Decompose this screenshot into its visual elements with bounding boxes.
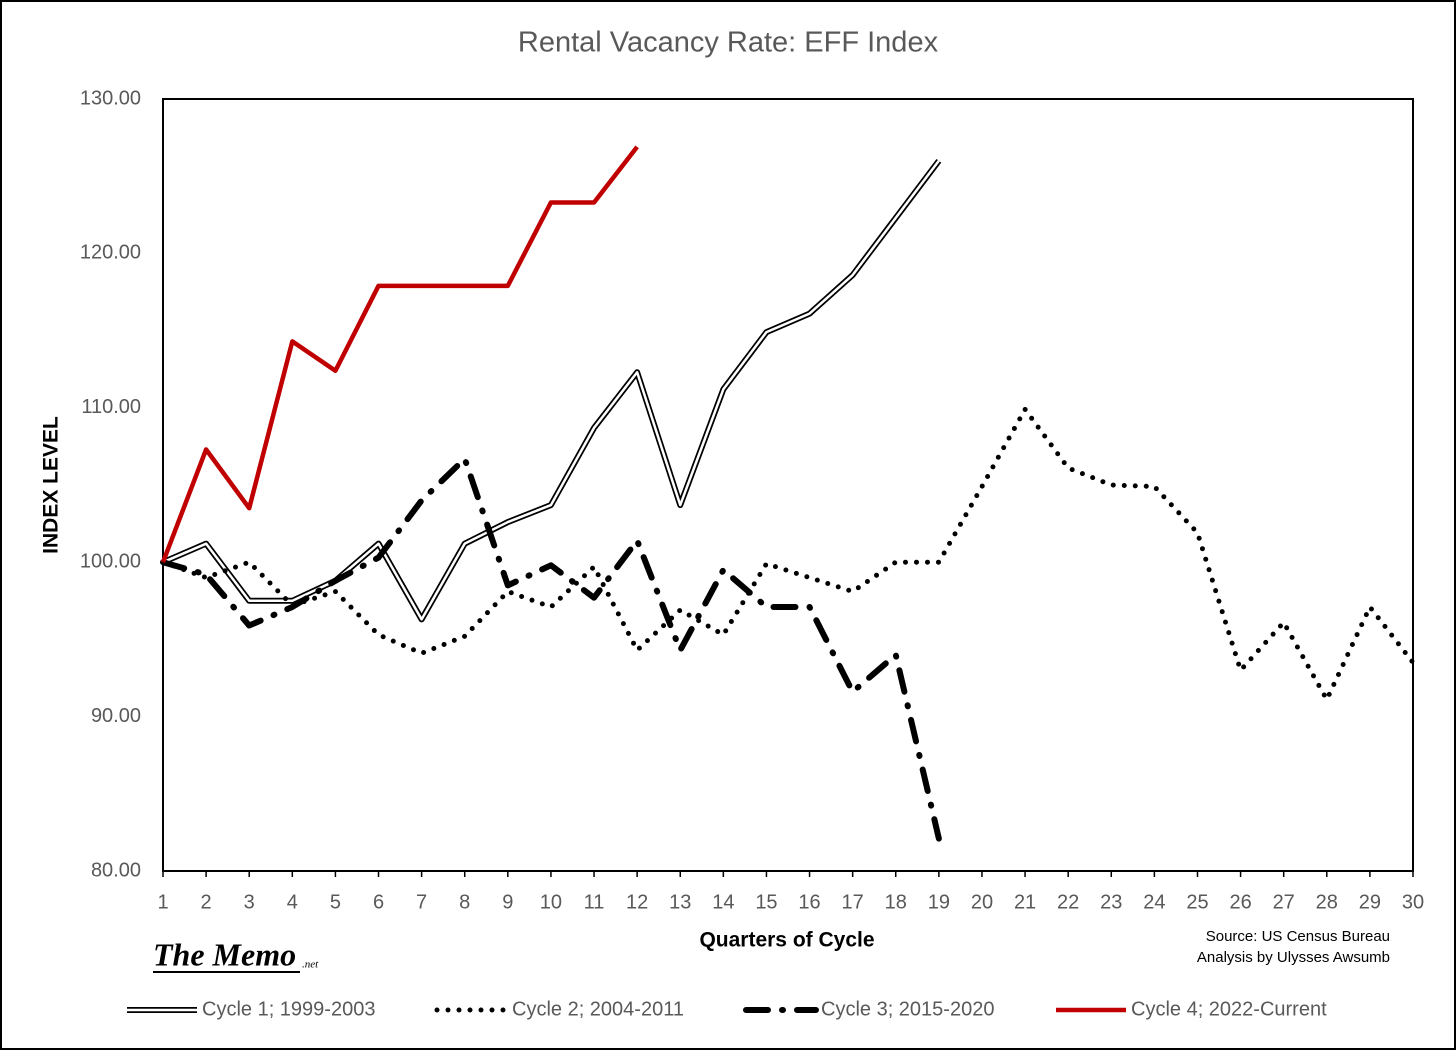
y-tick-label: 90.00 [91, 705, 141, 727]
x-tick-label: 23 [1100, 891, 1122, 913]
y-tick-label: 110.00 [81, 396, 141, 418]
y-tick-label: 120.00 [80, 242, 141, 264]
x-tick-label: 11 [584, 891, 605, 913]
x-tick-label: 3 [244, 891, 255, 913]
x-tick-label: 9 [502, 891, 513, 913]
legend-label: Cycle 3; 2015-2020 [821, 998, 994, 1020]
x-tick-label: 6 [373, 891, 384, 913]
x-tick-label: 16 [798, 891, 820, 913]
line [160, 145, 639, 564]
plot-area [162, 98, 1414, 872]
x-tick-label: 19 [928, 891, 950, 913]
x-tick-label: 4 [287, 891, 298, 913]
x-tick-label: 5 [330, 891, 341, 913]
x-tick-label: 22 [1057, 891, 1079, 913]
y-tick-label: 100.00 [80, 550, 141, 572]
x-tick-label: 21 [1014, 891, 1036, 913]
x-tick-label: 15 [755, 891, 777, 913]
line-inner [162, 160, 940, 621]
x-tick-label: 8 [459, 891, 470, 913]
x-tick-label: 27 [1273, 891, 1295, 913]
x-tick-label: 14 [712, 891, 734, 913]
line [160, 455, 942, 842]
x-tick-label: 20 [971, 891, 993, 913]
x-tick-label: 2 [201, 891, 212, 913]
chart-title: Rental Vacancy Rate: EFF Index [518, 27, 939, 59]
x-tick-label: 7 [416, 891, 427, 913]
x-tick-label: 29 [1359, 891, 1381, 913]
source: Analysis by Ulysses Awsumb [1197, 949, 1390, 966]
logo: The Memo [153, 936, 296, 972]
x-tick-label: 26 [1229, 891, 1251, 913]
x-tick-label: 12 [626, 891, 648, 913]
line [160, 406, 1416, 703]
x-tick-label: 13 [669, 891, 691, 913]
legend-label: Cycle 2; 2004-2011 [512, 998, 684, 1020]
x-tick-label: 18 [885, 891, 907, 913]
x-tick-label: 28 [1316, 891, 1338, 913]
source: Source: US Census Bureau [1206, 928, 1390, 945]
legend-label: Cycle 1; 1999-2003 [202, 998, 375, 1020]
x-axis-title: Quarters of Cycle [699, 929, 874, 952]
y-axis-title: INDEX LEVEL [40, 416, 63, 554]
x-tick-label: 17 [842, 891, 864, 913]
x-tick-label: 24 [1143, 891, 1165, 913]
y-tick-label: 130.00 [80, 87, 141, 109]
x-tick-label: 30 [1402, 891, 1424, 913]
x-tick-label: 25 [1186, 891, 1208, 913]
y-tick-label: 80.00 [91, 859, 141, 881]
legend-label: Cycle 4; 2022-Current [1131, 998, 1327, 1020]
x-tick-label: 1 [157, 891, 168, 913]
logo-suffix: .net [302, 959, 319, 971]
x-tick-label: 10 [540, 891, 562, 913]
